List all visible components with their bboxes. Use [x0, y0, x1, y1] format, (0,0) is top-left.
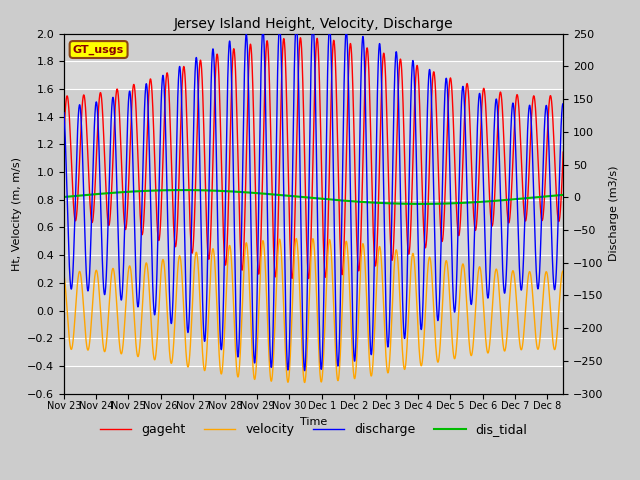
Title: Jersey Island Height, Velocity, Discharge: Jersey Island Height, Velocity, Discharg…: [174, 17, 453, 31]
gageht: [418, 178, 426, 183]
velocity: [470, 330, 478, 336]
discharge: [418, 322, 426, 328]
Y-axis label: Discharge (m3/s): Discharge (m3/s): [609, 166, 619, 261]
Bar: [64, 366, 563, 394]
discharge: [192, 55, 200, 61]
Bar: [64, 34, 563, 61]
discharge: [516, 274, 524, 279]
Bar: [64, 89, 563, 117]
dis_tidal: [98, 191, 106, 196]
velocity: [98, 328, 106, 334]
dis_tidal: [516, 196, 524, 202]
gageht: [559, 149, 567, 155]
Bar: [64, 311, 563, 338]
dis_tidal: [60, 194, 68, 200]
Line: discharge: discharge: [64, 24, 563, 371]
Line: dis_tidal: dis_tidal: [64, 190, 563, 204]
Line: gageht: gageht: [64, 38, 563, 278]
gageht: [192, 162, 200, 168]
dis_tidal: [179, 187, 187, 193]
dis_tidal: [417, 201, 425, 207]
velocity: [301, 380, 308, 385]
discharge: [292, 21, 300, 27]
Text: GT_usgs: GT_usgs: [73, 44, 124, 55]
velocity: [418, 361, 426, 367]
gageht: [470, 218, 478, 224]
discharge: [470, 247, 478, 253]
discharge: [301, 368, 308, 373]
dis_tidal: [211, 188, 218, 193]
discharge: [211, 62, 218, 68]
Legend: gageht, velocity, discharge, dis_tidal: gageht, velocity, discharge, dis_tidal: [95, 419, 532, 441]
gageht: [305, 276, 312, 281]
velocity: [559, 268, 567, 274]
Bar: [64, 144, 563, 172]
dis_tidal: [193, 187, 200, 193]
discharge: [98, 242, 106, 248]
Bar: [64, 200, 563, 228]
gageht: [60, 131, 68, 137]
velocity: [60, 272, 68, 278]
velocity: [211, 252, 218, 258]
Y-axis label: Ht, Velocity (m, m/s): Ht, Velocity (m, m/s): [12, 156, 22, 271]
Bar: [64, 255, 563, 283]
gageht: [516, 122, 524, 128]
velocity: [516, 341, 524, 347]
gageht: [98, 98, 106, 104]
X-axis label: Time: Time: [300, 417, 327, 427]
dis_tidal: [559, 192, 567, 198]
velocity: [292, 236, 300, 241]
dis_tidal: [470, 199, 478, 205]
gageht: [296, 35, 304, 41]
discharge: [559, 101, 567, 107]
gageht: [211, 108, 218, 113]
velocity: [192, 250, 200, 255]
Line: velocity: velocity: [64, 239, 563, 383]
dis_tidal: [418, 201, 426, 207]
discharge: [60, 110, 68, 116]
